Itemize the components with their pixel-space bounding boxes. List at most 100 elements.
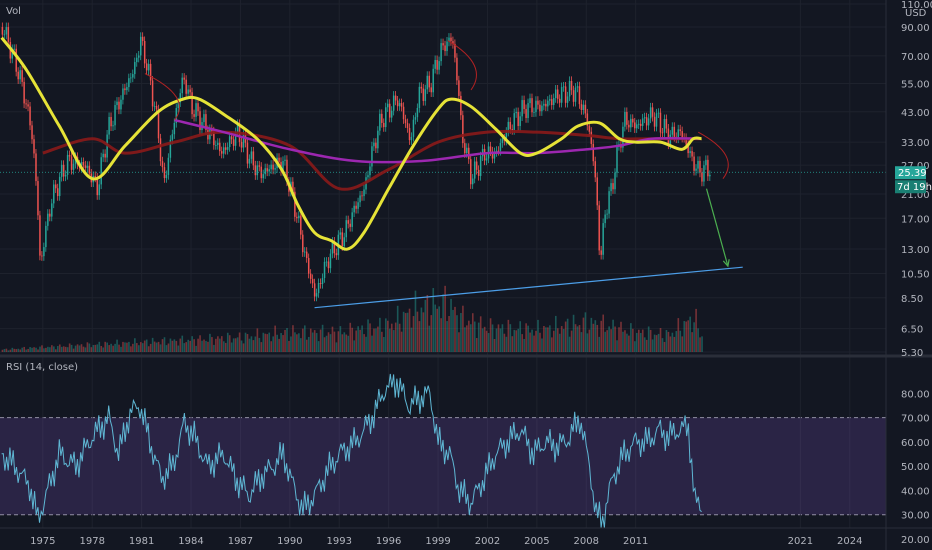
candle-body <box>169 139 172 158</box>
candle-body <box>94 175 97 178</box>
candle-body <box>549 99 551 101</box>
volume-bar <box>171 340 174 352</box>
candle-body <box>122 88 124 100</box>
candle-body <box>418 86 421 108</box>
candle-body <box>300 215 302 235</box>
candle-body <box>493 152 496 159</box>
volume-bar <box>92 344 95 352</box>
volume-bar <box>541 338 543 352</box>
candle-body <box>373 142 375 147</box>
rsi-axis[interactable]: 80.00 70.00 60.00 50.00 40.00 30.00 20.00 <box>901 389 930 546</box>
candle-body <box>282 160 284 172</box>
candle-body <box>475 161 478 170</box>
volume-bar <box>667 331 670 352</box>
currency-label[interactable]: USD <box>905 8 927 19</box>
candle-body <box>661 132 664 134</box>
candle-body <box>183 77 185 80</box>
candle-body <box>525 109 527 119</box>
volume-bar <box>365 336 367 352</box>
forecast-arrow[interactable] <box>705 188 729 267</box>
volume-bar <box>29 347 31 352</box>
time-tick-label: 1990 <box>277 536 302 547</box>
candle-body <box>576 86 579 88</box>
rsi-indicator-label[interactable]: RSI (14, close) <box>6 362 78 373</box>
candle-body <box>673 126 676 137</box>
volume-bar <box>17 348 20 352</box>
volume-bar <box>590 317 593 352</box>
volume-bar <box>315 333 318 352</box>
volume-bar <box>64 346 67 352</box>
volume-bar <box>134 338 136 352</box>
volume-bar <box>339 326 342 352</box>
volume-bar <box>268 332 271 352</box>
time-axis[interactable]: 1975 1978 1981 1984 1987 1990 1993 1996 1999 2002… <box>30 536 862 547</box>
arc-annotation[interactable] <box>447 40 477 91</box>
volume-bar <box>558 333 561 352</box>
candle-body <box>315 293 318 297</box>
price-tick-label: 90.00 <box>901 23 930 34</box>
support-trendline[interactable] <box>314 266 743 309</box>
price-tick-label: 70.00 <box>901 52 930 63</box>
candle-body <box>296 216 298 219</box>
candle-body <box>428 75 431 88</box>
candle-body <box>139 36 142 56</box>
volume-bar <box>284 329 286 352</box>
candle-body <box>572 90 575 102</box>
ma-line-red <box>42 129 702 191</box>
volume-bar <box>96 344 99 352</box>
arc-annotation[interactable] <box>144 73 180 121</box>
volume-bar <box>436 308 439 352</box>
price-tick-label: 33.00 <box>901 138 930 149</box>
volume-bar <box>80 344 83 352</box>
volume-bar <box>448 316 450 352</box>
candle-body <box>339 232 342 235</box>
candle-body <box>203 114 205 123</box>
volume-bar <box>507 319 510 352</box>
candle-body <box>541 105 543 112</box>
drawings[interactable] <box>144 40 743 309</box>
volume-bar <box>288 340 290 352</box>
volume-bar <box>410 327 413 352</box>
volume-bar <box>41 345 43 352</box>
volume-indicator-label[interactable]: Vol <box>6 6 21 17</box>
rsi-line <box>1 373 702 528</box>
candle-body <box>657 112 660 114</box>
volume-bar <box>232 338 235 352</box>
volume-bar <box>9 349 12 352</box>
arc-annotation[interactable] <box>698 131 729 179</box>
time-tick-label: 2021 <box>788 536 813 547</box>
candle-body <box>462 115 464 144</box>
volume-bar <box>199 335 201 352</box>
candle-body <box>294 191 296 217</box>
volume-bar <box>616 340 618 352</box>
volume-bar <box>515 330 518 352</box>
candle-body <box>157 109 160 139</box>
candle-body <box>311 278 314 284</box>
time-tick-label: 1984 <box>178 536 203 547</box>
volume-bar <box>136 343 138 352</box>
candle-body <box>566 96 569 103</box>
candle-body <box>404 119 407 124</box>
candle-body <box>697 160 699 169</box>
volume-bar <box>551 337 553 352</box>
volume-bar <box>602 314 605 352</box>
volume-bar <box>323 337 326 352</box>
volume-bar <box>564 321 567 352</box>
price-axis[interactable]: 110.0090.0070.0055.0043.0033.0027.0021.0… <box>901 0 932 359</box>
volume-bar <box>349 322 352 352</box>
candle-body <box>643 117 646 119</box>
candle-body <box>136 57 138 63</box>
candle-body <box>7 27 10 42</box>
candle-body <box>13 48 16 50</box>
volume-bar <box>479 316 482 352</box>
candle-body <box>491 151 494 159</box>
volume-bar <box>420 307 423 352</box>
volume-bar <box>681 336 684 352</box>
candle-body <box>667 128 670 145</box>
volume-bar <box>663 341 666 352</box>
volume-bar <box>414 290 417 352</box>
volume-bar <box>238 332 241 352</box>
candle-body <box>49 213 51 217</box>
candle-body <box>590 131 593 144</box>
